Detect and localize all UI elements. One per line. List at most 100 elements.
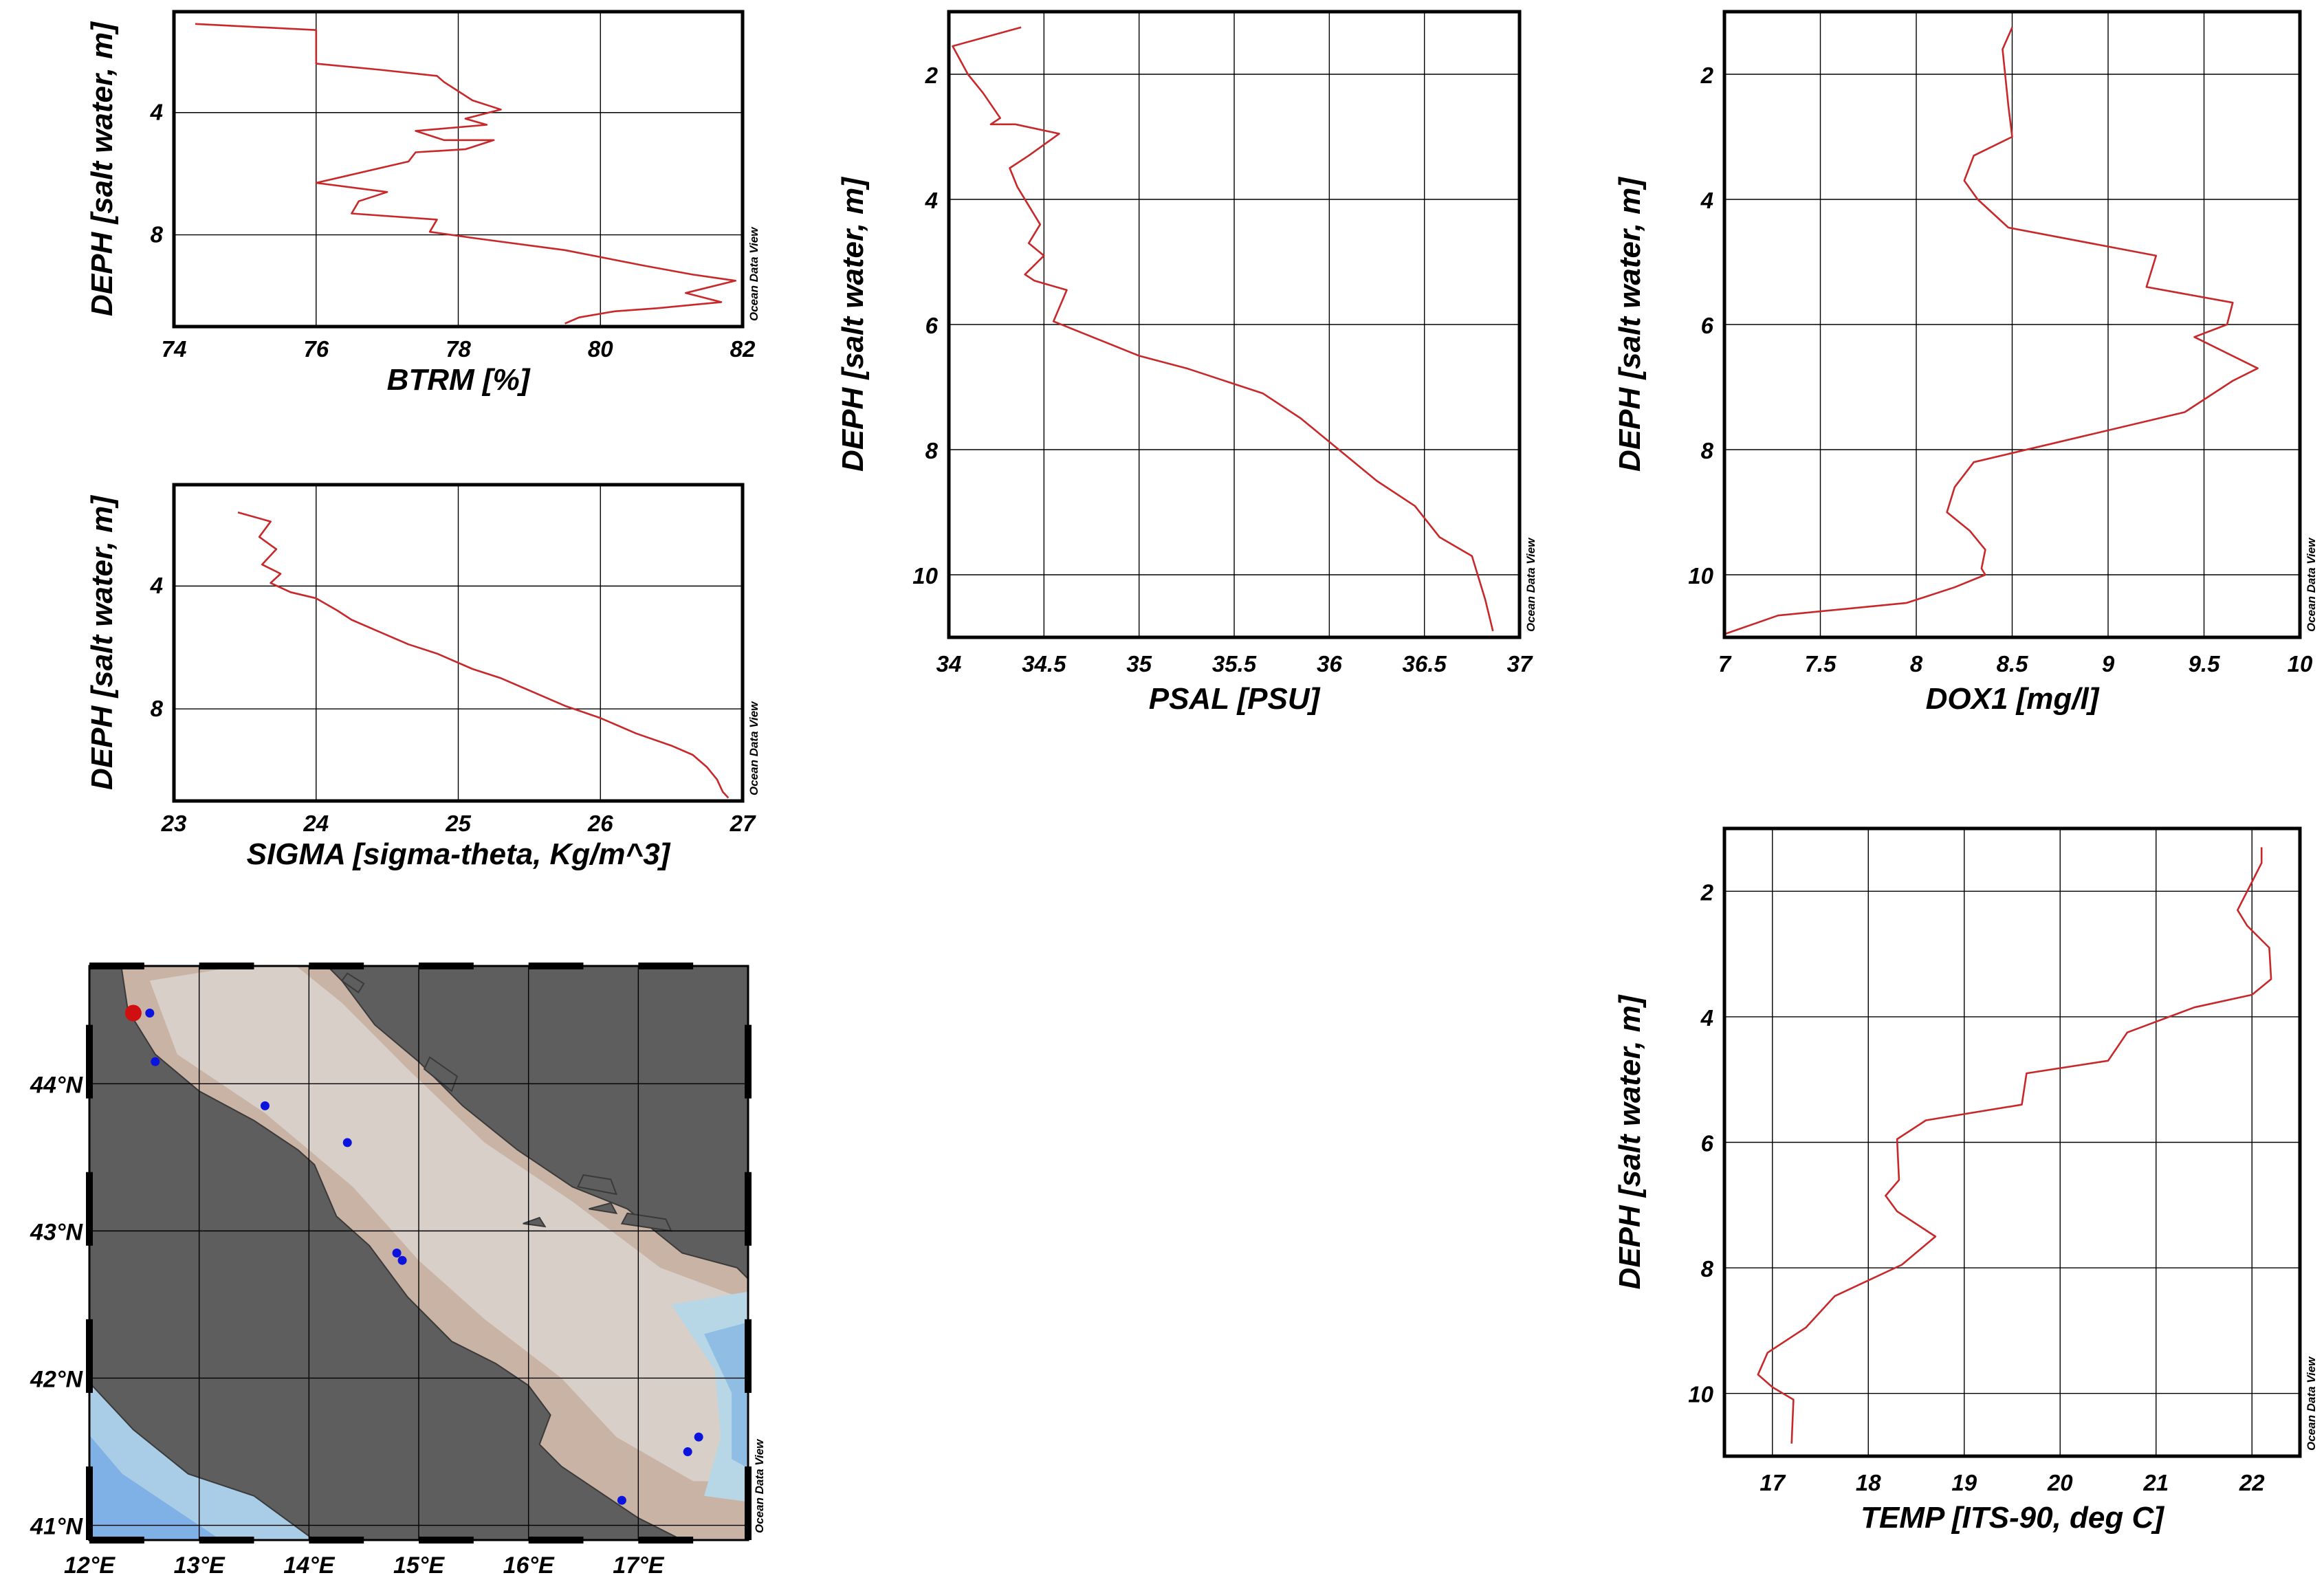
- x-tick-label: 7.5: [1805, 651, 1837, 677]
- station-dot: [151, 1057, 160, 1066]
- x-tick-label: 80: [588, 336, 613, 362]
- y-tick-label: 8: [1701, 438, 1714, 463]
- map-border-segment: [309, 1537, 364, 1543]
- psal-plot: 34 34.5 35 35.5 36 36.5 37 2 4 6 8 10 PSAL [PSU] DEPH…: [836, 10, 1537, 716]
- map-border-segment: [419, 1537, 474, 1543]
- station-dot: [617, 1495, 626, 1505]
- y-tick-label: 8: [925, 438, 939, 463]
- x-tick-label: 19: [1951, 1470, 1977, 1495]
- map-border-segment: [86, 1319, 93, 1393]
- dox1-profile-line: [1724, 27, 2259, 635]
- psal-profile-line: [952, 26, 1494, 632]
- btrm-profile-line: [195, 23, 736, 325]
- map-border-segment: [745, 1024, 752, 1099]
- latitude-label: 44°N: [30, 1072, 83, 1098]
- map-border-segment: [86, 1172, 93, 1246]
- x-tick-label: 34.5: [1022, 651, 1066, 677]
- selected-station-dot: [124, 1004, 142, 1022]
- y-tick-label: 10: [1688, 563, 1713, 589]
- station-dot: [694, 1432, 703, 1442]
- x-tick-label: 9: [2102, 651, 2115, 677]
- x-tick-label: 9.5: [2189, 651, 2221, 677]
- latitude-label: 42°N: [30, 1366, 83, 1392]
- y-tick-label: 6: [1701, 313, 1714, 338]
- map-border-segment: [199, 1537, 254, 1543]
- x-tick-label: 20: [2047, 1470, 2073, 1495]
- longitude-label: 16°E: [503, 1552, 555, 1579]
- x-tick-label: 35: [1126, 651, 1152, 677]
- y-axis-label: DEPH [salt water, m]: [836, 177, 870, 472]
- y-axis-label: DEPH [salt water, m]: [1613, 177, 1647, 472]
- map-border-segment: [745, 1466, 752, 1540]
- map-border-segment: [89, 1537, 144, 1543]
- sea-shading: [149, 966, 748, 1482]
- map-border-segment: [86, 1466, 93, 1540]
- y-tick-label: 4: [1700, 188, 1713, 213]
- longitude-label: 15°E: [393, 1552, 445, 1579]
- station-dot: [145, 1009, 155, 1018]
- tyrrhenian-deep: [89, 1435, 221, 1540]
- longitude-label: 14°E: [283, 1552, 335, 1579]
- x-tick-label: 10: [2288, 651, 2313, 677]
- dox1-plot: 7 7.5 8 8.5 9 9.5 10 2 4 6 8 10 DOX1 [mg/l] DEPH [sal…: [1613, 10, 2318, 716]
- ocean-data-view-watermark: Ocean Data View: [753, 1438, 766, 1533]
- longitude-label: 17°E: [613, 1552, 664, 1579]
- x-tick-label: 21: [2142, 1470, 2169, 1495]
- x-tick-label: 24: [303, 811, 329, 836]
- y-tick-label: 8: [1701, 1256, 1714, 1282]
- x-tick-label: 7: [1718, 651, 1732, 677]
- x-tick-label: 26: [587, 811, 613, 836]
- x-tick-label: 18: [1856, 1470, 1881, 1495]
- y-tick-label: 6: [925, 313, 939, 338]
- island: [620, 1212, 672, 1232]
- y-axis-label: DEPH [salt water, m]: [85, 21, 119, 316]
- y-tick-label: 2: [925, 63, 939, 88]
- latitude-label: 43°N: [30, 1219, 83, 1245]
- map-border-segment: [86, 1024, 93, 1099]
- island: [589, 1202, 618, 1215]
- y-tick-label: 8: [151, 696, 164, 721]
- plot-frame: [947, 10, 1522, 639]
- x-axis-label: TEMP [ITS-90, deg C]: [1861, 1501, 2164, 1535]
- sigma-profile-line: [237, 511, 730, 799]
- x-tick-label: 35.5: [1212, 651, 1257, 677]
- x-tick-label: 8.5: [1997, 651, 2029, 677]
- y-tick-label: 4: [150, 573, 163, 598]
- plot-frame: [1722, 10, 2302, 639]
- station-dot: [260, 1101, 270, 1110]
- x-tick-label: 34: [936, 651, 962, 677]
- x-tick-label: 78: [446, 336, 471, 362]
- x-tick-label: 17: [1760, 1470, 1786, 1495]
- y-tick-label: 8: [151, 221, 164, 247]
- ocean-data-view-watermark: Ocean Data View: [2305, 1356, 2318, 1451]
- ocean-data-view-watermark: Ocean Data View: [2305, 537, 2318, 632]
- x-axis-label: DOX1 [mg/l]: [1926, 682, 2100, 716]
- map-border-segment: [199, 963, 254, 969]
- y-tick-label: 4: [925, 188, 938, 213]
- map-border-segment: [638, 1537, 694, 1543]
- station-dot: [392, 1249, 402, 1257]
- y-tick-label: 4: [1700, 1005, 1713, 1031]
- island: [523, 1216, 547, 1228]
- island: [340, 972, 365, 993]
- x-tick-label: 36: [1317, 651, 1342, 677]
- x-tick-label: 8: [1910, 651, 1923, 677]
- y-tick-label: 4: [150, 100, 163, 125]
- x-axis-label: PSAL [PSU]: [1149, 682, 1321, 716]
- x-tick-label: 74: [162, 336, 187, 362]
- station-dot: [397, 1255, 407, 1265]
- map-border-segment: [419, 963, 474, 969]
- y-tick-label: 10: [1688, 1382, 1713, 1407]
- x-tick-label: 37: [1507, 651, 1533, 677]
- plot-frame: [172, 10, 745, 329]
- y-tick-label: 10: [912, 563, 938, 589]
- station-dot: [342, 1138, 352, 1147]
- station-map: 12°E 13°E 14°E 15°E 16°E 17°E 41°N 42°N 43°N 44°N…: [30, 963, 766, 1579]
- x-tick-label: 82: [730, 336, 756, 362]
- x-tick-label: 76: [303, 336, 329, 362]
- y-tick-label: 2: [1700, 879, 1714, 905]
- map-border-segment: [528, 963, 584, 969]
